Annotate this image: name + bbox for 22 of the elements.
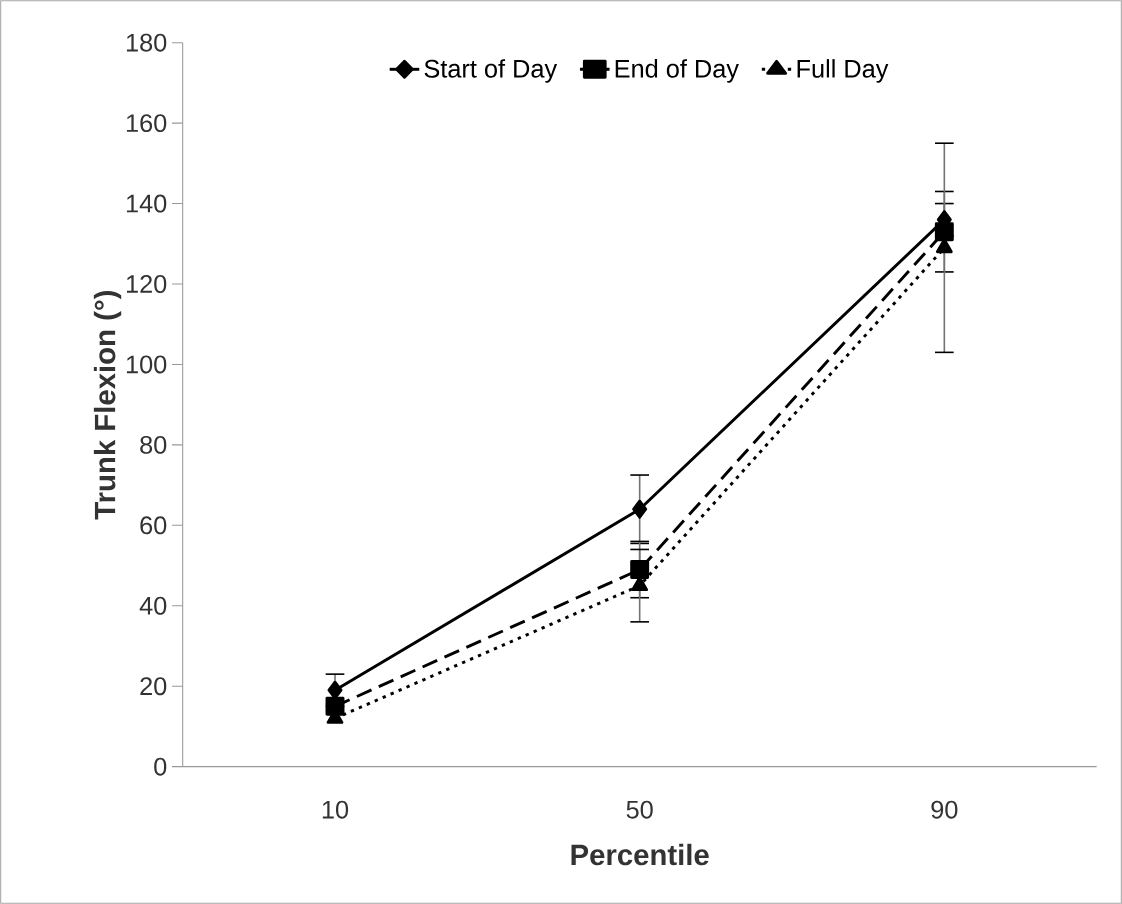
y-tick-label: 120: [126, 275, 167, 293]
x-tick-label: 10: [322, 800, 349, 819]
y-tick-label: 40: [139, 596, 167, 615]
legend-label: End of Day: [615, 59, 739, 83]
x-tick-label: 50: [626, 800, 653, 819]
y-tick-label: 100: [126, 355, 167, 374]
legend-label: Start of Day: [424, 59, 558, 83]
y-tick-label: 180: [126, 33, 167, 52]
x-tick-label: 90: [931, 800, 958, 819]
point: [632, 499, 648, 519]
y-tick-label: 20: [140, 677, 167, 696]
point: [630, 560, 650, 580]
y-tick-label: 0: [154, 757, 167, 776]
y-tick-label: 60: [140, 516, 167, 535]
y-tick-label: 160: [126, 114, 167, 133]
y-tick-label: 80: [140, 435, 167, 454]
x-axis-title: Percentile: [571, 843, 709, 866]
point: [327, 680, 343, 700]
y-axis-title: Trunk Flexion (°): [93, 291, 122, 520]
point: [934, 222, 954, 242]
legend-label: Full Day: [797, 59, 889, 83]
y-tick-label: 140: [126, 194, 167, 213]
